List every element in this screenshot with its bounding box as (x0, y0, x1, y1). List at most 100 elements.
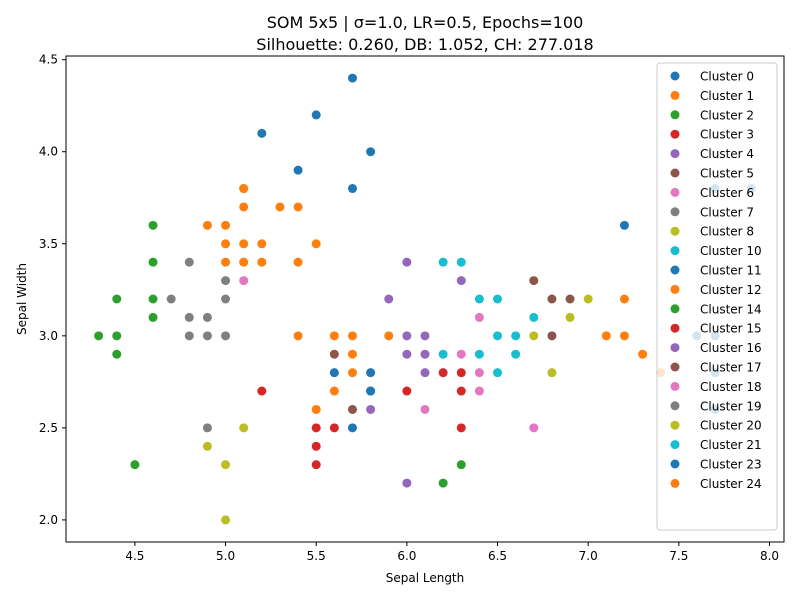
legend-marker-20 (670, 459, 680, 469)
point-series-1-9 (257, 239, 267, 249)
point-series-6-4 (474, 386, 484, 396)
legend-marker-0 (670, 71, 680, 81)
point-series-3-4 (311, 460, 321, 470)
point-series-1-11 (221, 257, 231, 267)
legend-label-4: Cluster 4 (700, 147, 754, 161)
point-series-9-4 (493, 331, 503, 341)
legend-label-14: Cluster 16 (700, 341, 762, 355)
legend-label-20: Cluster 23 (700, 458, 762, 472)
point-series-1-13 (257, 257, 267, 267)
point-series-4-0 (384, 294, 394, 304)
point-series-1-6 (221, 220, 231, 230)
point-series-11-1 (329, 331, 339, 341)
legend-label-16: Cluster 18 (700, 380, 762, 394)
point-series-0-2 (257, 128, 267, 138)
point-series-12-1 (456, 460, 466, 470)
legend-label-21: Cluster 24 (700, 477, 762, 491)
legend-box (656, 62, 778, 531)
legend-label-17: Cluster 19 (700, 399, 762, 413)
point-series-6-3 (474, 368, 484, 378)
point-series-11-3 (384, 331, 394, 341)
legend-marker-14 (670, 343, 680, 353)
x-tick-label-4: 6.5 (488, 549, 507, 563)
point-series-2-7 (112, 349, 122, 359)
x-axis-ticks: 4.5 5.0 5.5 6.0 6.5 7.0 7.5 8.0 (125, 542, 779, 563)
legend-label-11: Cluster 12 (700, 283, 762, 297)
point-series-0-5 (347, 184, 357, 194)
point-series-8-3 (239, 423, 249, 433)
legend-items: Cluster 0 Cluster 1 Cluster 2 Cluster 3 Clus… (670, 70, 762, 491)
point-series-2-2 (112, 294, 122, 304)
x-tick-label-5: 7.0 (579, 549, 598, 563)
point-series-4-8 (402, 257, 412, 267)
point-series-6-1 (420, 404, 430, 414)
legend-label-13: Cluster 15 (700, 322, 762, 336)
x-tick-label-1: 5.0 (216, 549, 235, 563)
point-series-3-1 (329, 423, 339, 433)
point-series-9-10 (493, 368, 503, 378)
point-series-7-5 (202, 331, 212, 341)
point-series-1-2 (239, 202, 249, 212)
legend-marker-12 (670, 304, 680, 314)
point-series-3-6 (438, 368, 448, 378)
plot-points (94, 73, 756, 525)
point-series-5-5 (547, 331, 557, 341)
point-series-2-5 (112, 331, 122, 341)
point-series-21-0 (619, 294, 629, 304)
legend-marker-6 (670, 187, 680, 197)
y-tick-label-0: 2.0 (39, 513, 58, 527)
legend-label-15: Cluster 17 (700, 361, 762, 375)
point-series-9-0 (438, 257, 448, 267)
point-series-5-1 (347, 404, 357, 414)
point-series-2-3 (148, 294, 158, 304)
point-series-6-0 (239, 276, 249, 286)
point-series-11-5 (347, 368, 357, 378)
chart-title-line-1: SOM 5x5 | σ=1.0, LR=0.5, Epochs=100 (267, 13, 584, 32)
point-series-1-3 (275, 202, 285, 212)
legend-marker-7 (670, 207, 680, 217)
point-series-3-0 (257, 386, 267, 396)
point-series-1-5 (202, 220, 212, 230)
legend-label-5: Cluster 5 (700, 167, 754, 181)
point-series-11-4 (347, 349, 357, 359)
point-series-4-2 (420, 331, 430, 341)
legend-marker-13 (670, 323, 680, 333)
legend-marker-5 (670, 168, 680, 178)
x-tick-label-3: 6.0 (397, 549, 416, 563)
legend-marker-8 (670, 226, 680, 236)
y-axis-ticks: 2.0 2.5 3.0 3.5 4.0 4.5 (39, 53, 66, 527)
point-series-2-1 (148, 257, 158, 267)
point-series-9-5 (511, 331, 521, 341)
point-series-4-1 (402, 331, 412, 341)
point-series-7-4 (184, 331, 194, 341)
point-series-1-8 (239, 239, 249, 249)
y-tick-label-3: 3.5 (39, 237, 58, 251)
point-series-9-2 (474, 294, 484, 304)
point-series-8-7 (583, 294, 593, 304)
x-tick-label-7: 8.0 (760, 549, 779, 563)
point-series-12-0 (438, 478, 448, 488)
y-tick-label-1: 2.5 (39, 421, 58, 435)
legend-label-6: Cluster 6 (700, 186, 754, 200)
point-series-5-0 (329, 349, 339, 359)
x-tick-label-2: 5.5 (307, 549, 326, 563)
point-series-8-1 (221, 460, 231, 470)
point-series-9-7 (474, 349, 484, 359)
point-series-21-1 (601, 331, 611, 341)
point-series-3-5 (402, 386, 412, 396)
point-series-4-5 (420, 368, 430, 378)
legend-marker-17 (670, 401, 680, 411)
x-tick-label-6: 7.5 (669, 549, 688, 563)
legend-label-0: Cluster 0 (700, 70, 754, 84)
point-series-8-4 (529, 331, 539, 341)
point-series-0-1 (311, 110, 321, 120)
legend-label-9: Cluster 10 (700, 244, 762, 258)
legend-marker-11 (670, 284, 680, 294)
point-series-8-0 (202, 441, 212, 451)
point-series-2-4 (94, 331, 104, 341)
point-series-7-6 (221, 331, 231, 341)
legend-label-12: Cluster 14 (700, 302, 762, 316)
point-series-4-3 (402, 349, 412, 359)
point-series-20-0 (619, 220, 629, 230)
legend-label-10: Cluster 11 (700, 264, 762, 278)
